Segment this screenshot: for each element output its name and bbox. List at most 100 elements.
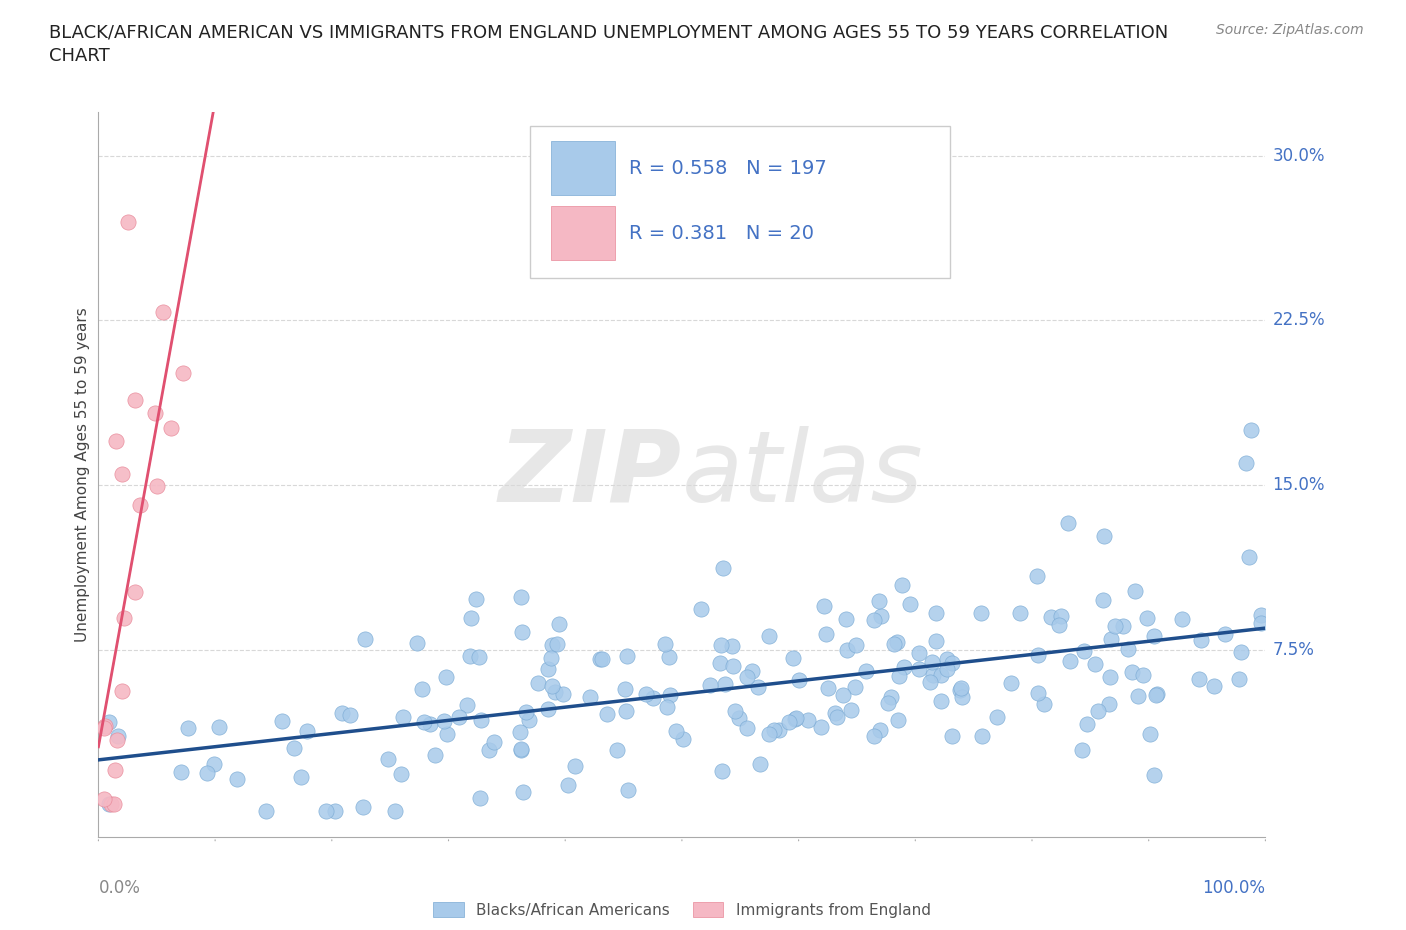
Point bbox=[270, 714, 292, 729]
Point bbox=[1092, 593, 1115, 608]
Point bbox=[1092, 528, 1115, 543]
Point bbox=[254, 804, 277, 818]
Point bbox=[724, 704, 747, 719]
Point bbox=[589, 652, 612, 667]
Point bbox=[541, 679, 564, 694]
Point bbox=[1189, 633, 1212, 648]
Point bbox=[785, 711, 807, 726]
Point bbox=[643, 691, 665, 706]
Point bbox=[290, 770, 312, 785]
Point bbox=[1240, 423, 1263, 438]
Text: 15.0%: 15.0% bbox=[1272, 476, 1324, 494]
Point bbox=[758, 726, 780, 741]
Point bbox=[458, 649, 481, 664]
Point bbox=[863, 728, 886, 743]
Point bbox=[468, 790, 491, 805]
Point bbox=[544, 684, 567, 699]
Point bbox=[735, 721, 758, 736]
Point bbox=[464, 591, 486, 606]
Point bbox=[810, 719, 832, 734]
Point bbox=[709, 656, 731, 671]
Point bbox=[339, 707, 361, 722]
Point bbox=[728, 711, 751, 725]
Point bbox=[665, 724, 688, 738]
Text: 7.5%: 7.5% bbox=[1272, 641, 1315, 659]
Point bbox=[768, 723, 790, 737]
Point bbox=[315, 804, 337, 818]
Point bbox=[1121, 664, 1143, 679]
Point bbox=[921, 668, 943, 683]
Point bbox=[1104, 618, 1126, 633]
Point bbox=[579, 689, 602, 704]
Point bbox=[1026, 686, 1049, 701]
Legend: Blacks/African Americans, Immigrants from England: Blacks/African Americans, Immigrants fro… bbox=[427, 896, 936, 923]
Point bbox=[935, 651, 957, 666]
Point bbox=[105, 733, 128, 748]
Point bbox=[844, 679, 866, 694]
Point bbox=[723, 658, 745, 673]
Point bbox=[616, 648, 638, 663]
Point bbox=[389, 767, 412, 782]
Point bbox=[907, 662, 929, 677]
Point bbox=[484, 734, 506, 749]
FancyBboxPatch shape bbox=[551, 206, 616, 260]
Point bbox=[447, 710, 470, 724]
Point bbox=[591, 652, 613, 667]
Text: R = 0.558   N = 197: R = 0.558 N = 197 bbox=[630, 159, 827, 178]
Point bbox=[1040, 609, 1063, 624]
Point bbox=[283, 741, 305, 756]
Point bbox=[384, 804, 406, 818]
Point bbox=[839, 702, 862, 717]
Point bbox=[1010, 606, 1032, 621]
Point bbox=[868, 593, 890, 608]
Point bbox=[970, 605, 993, 620]
Point bbox=[124, 392, 146, 407]
Point bbox=[710, 764, 733, 778]
Point bbox=[1087, 704, 1109, 719]
Point bbox=[1213, 627, 1236, 642]
Point bbox=[509, 724, 531, 739]
Text: 100.0%: 100.0% bbox=[1202, 879, 1265, 897]
Point bbox=[890, 578, 912, 592]
Point bbox=[886, 634, 908, 649]
Point bbox=[596, 707, 619, 722]
Point bbox=[654, 636, 676, 651]
Point bbox=[1070, 742, 1092, 757]
Point bbox=[908, 645, 931, 660]
Point bbox=[425, 748, 447, 763]
Point bbox=[100, 797, 122, 812]
Point bbox=[747, 679, 769, 694]
Point bbox=[1047, 618, 1070, 632]
Point bbox=[297, 724, 319, 738]
Point bbox=[782, 650, 804, 665]
Point bbox=[941, 729, 963, 744]
Point bbox=[925, 633, 948, 648]
Point bbox=[613, 682, 636, 697]
Point bbox=[787, 673, 810, 688]
Point bbox=[436, 727, 458, 742]
FancyBboxPatch shape bbox=[530, 126, 950, 278]
Point bbox=[1073, 643, 1095, 658]
Point bbox=[557, 777, 579, 792]
Point bbox=[925, 605, 948, 620]
Point bbox=[797, 712, 820, 727]
Point bbox=[172, 365, 194, 380]
Point bbox=[509, 742, 531, 757]
Point bbox=[880, 690, 903, 705]
Point bbox=[658, 649, 681, 664]
Point bbox=[748, 756, 770, 771]
Point bbox=[814, 626, 837, 641]
Point bbox=[1227, 671, 1250, 686]
Point bbox=[412, 715, 434, 730]
Point bbox=[1204, 678, 1226, 693]
Point bbox=[636, 686, 658, 701]
Point bbox=[510, 742, 533, 757]
Point bbox=[1139, 727, 1161, 742]
Point bbox=[869, 723, 891, 737]
Point bbox=[510, 625, 533, 640]
Point bbox=[460, 611, 482, 626]
Point bbox=[169, 765, 191, 780]
Point bbox=[1143, 768, 1166, 783]
Point bbox=[537, 662, 560, 677]
Point bbox=[128, 498, 150, 512]
